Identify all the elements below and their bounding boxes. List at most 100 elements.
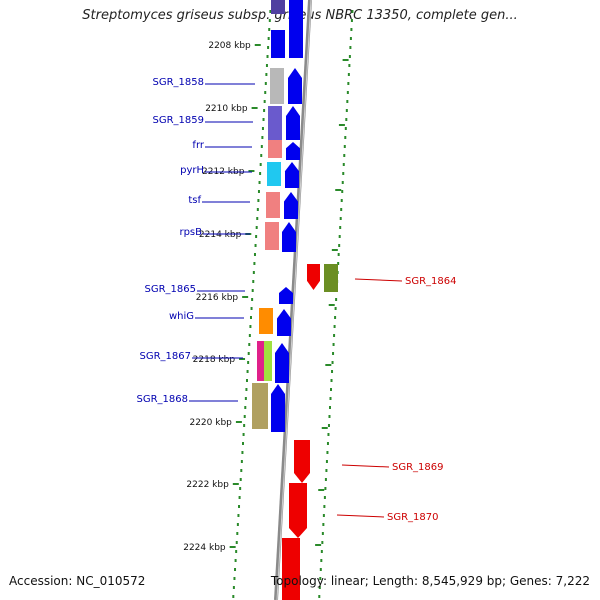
guide-dot (240, 469, 243, 472)
gene-label[interactable]: whiG (169, 311, 194, 322)
guide-dot (321, 532, 324, 535)
guide-dot (251, 289, 254, 292)
gene-label[interactable]: pyrH (180, 165, 204, 176)
guide-dot (251, 298, 254, 301)
cog-block[interactable] (268, 140, 282, 158)
guide-dot (268, 28, 271, 31)
guide-dot (256, 208, 259, 211)
forward-gene-arrow[interactable] (279, 287, 293, 304)
ruler-tick (239, 358, 246, 360)
guide-dot (345, 118, 348, 121)
guide-dot (333, 334, 336, 337)
gene-label[interactable]: SGR_1865 (145, 284, 197, 295)
guide-dot (235, 541, 238, 544)
guide-dot (259, 163, 262, 166)
gene-label[interactable]: SGR_1868 (137, 394, 189, 405)
guide-dot (249, 325, 252, 328)
guide-dot (338, 235, 341, 238)
guide-dot (331, 370, 334, 373)
guide-dot (326, 451, 329, 454)
cog-block[interactable] (257, 341, 264, 381)
forward-gene-arrow[interactable] (282, 222, 296, 252)
gene-label[interactable]: SGR_1858 (153, 77, 205, 88)
guide-dot (341, 181, 344, 184)
guide-dot (322, 523, 325, 526)
cog-block[interactable] (267, 162, 281, 186)
guide-dot (256, 217, 259, 220)
gene-label[interactable]: SGR_1869 (392, 462, 444, 473)
guide-dot (346, 91, 349, 94)
guide-dot (269, 10, 272, 13)
ruler-tick (331, 249, 338, 251)
gene-block[interactable] (289, 0, 303, 58)
guide-dot (332, 352, 335, 355)
guide-dot (351, 10, 354, 13)
ruler-label: 2224 kbp (183, 543, 226, 553)
cog-block[interactable] (259, 308, 273, 334)
guide-dot (323, 496, 326, 499)
gene-label[interactable]: SGR_1859 (153, 115, 205, 126)
guide-dot (343, 154, 346, 157)
guide-dot (252, 271, 255, 274)
cog-block[interactable] (268, 106, 282, 140)
guide-dot (328, 406, 331, 409)
cog-block[interactable] (271, 0, 285, 14)
forward-gene-arrow[interactable] (286, 106, 300, 140)
reverse-gene-arrow[interactable] (294, 440, 310, 483)
guide-dot (343, 145, 346, 148)
guide-dot (246, 370, 249, 373)
gene-label[interactable]: SGR_1864 (405, 276, 457, 287)
guide-dot (237, 514, 240, 517)
label-leader-line (336, 514, 385, 518)
ruler-tick (318, 489, 325, 491)
guide-dot (257, 190, 260, 193)
forward-gene-arrow[interactable] (284, 192, 298, 219)
cog-block[interactable] (264, 341, 272, 381)
guide-dot (350, 19, 353, 22)
guide-dot (257, 199, 260, 202)
gene-label[interactable]: frr (192, 140, 204, 151)
guide-dot (238, 505, 241, 508)
cog-block[interactable] (270, 68, 284, 104)
gene-label[interactable]: tsf (188, 195, 201, 206)
guide-dot (347, 82, 350, 85)
cog-block[interactable] (266, 192, 280, 218)
gene-label[interactable]: rpsB (179, 227, 202, 238)
cog-block[interactable] (265, 222, 279, 250)
reverse-gene-arrow[interactable] (289, 483, 307, 538)
guide-dot (267, 46, 270, 49)
ruler-label: 2214 kbp (199, 230, 242, 240)
guide-dot (347, 73, 350, 76)
forward-gene-arrow[interactable] (285, 162, 299, 188)
ruler-tick (242, 296, 249, 298)
guide-dot (236, 523, 239, 526)
cog-block[interactable] (324, 264, 338, 292)
gene-block[interactable] (271, 30, 285, 58)
guide-dot (244, 406, 247, 409)
forward-gene-arrow[interactable] (288, 68, 302, 104)
genome-summary-text: Topology: linear; Length: 8,545,929 bp; … (270, 574, 590, 588)
forward-gene-arrow[interactable] (271, 384, 285, 432)
ruler-label: 2208 kbp (208, 41, 251, 51)
gene-block[interactable] (282, 538, 300, 600)
guide-dot (320, 550, 323, 553)
guide-dot (244, 397, 247, 400)
guide-dot (253, 253, 256, 256)
cog-block[interactable] (252, 383, 268, 429)
guide-dot (329, 397, 332, 400)
guide-dot (332, 343, 335, 346)
forward-gene-arrow[interactable] (286, 142, 300, 160)
guide-dot (322, 514, 325, 517)
guide-dot (258, 181, 261, 184)
guide-dot (235, 550, 238, 553)
gene-label[interactable]: SGR_1867 (140, 351, 192, 362)
guide-dot (243, 424, 246, 427)
reverse-gene-arrow[interactable] (307, 264, 320, 290)
forward-gene-arrow[interactable] (275, 343, 289, 383)
gene-label[interactable]: SGR_1870 (387, 512, 439, 523)
ruler-label: 2220 kbp (189, 418, 232, 428)
ruler-tick (325, 364, 332, 366)
forward-gene-arrow[interactable] (277, 309, 291, 336)
